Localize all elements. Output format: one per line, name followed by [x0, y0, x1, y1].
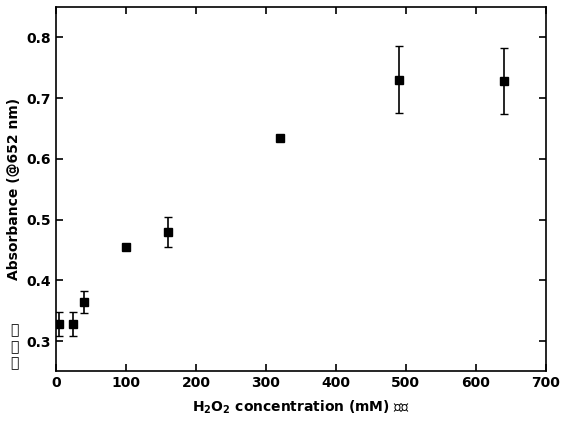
- Text: 吸
光
度: 吸 光 度: [10, 324, 18, 370]
- Y-axis label: Absorbance (@652 nm): Absorbance (@652 nm): [7, 98, 21, 280]
- X-axis label: $\mathbf{H_2O_2}$ $\mathbf{concentration\ (mM)}$ 浓度: $\mathbf{H_2O_2}$ $\mathbf{concentration…: [192, 398, 410, 416]
